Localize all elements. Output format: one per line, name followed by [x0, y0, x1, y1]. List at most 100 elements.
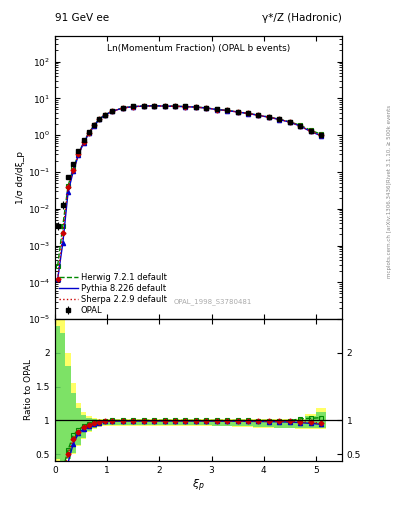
Herwig 7.2.1 default: [152, 102, 156, 109]
X-axis label: $\xi_p$: $\xi_p$: [192, 477, 205, 494]
Herwig 7.2.1 default: [66, 183, 70, 189]
Line: Pythia 8.226 default: Pythia 8.226 default: [58, 106, 321, 280]
Pythia 8.226 default: [76, 152, 81, 158]
Pythia 8.226 default: [141, 103, 146, 109]
Pythia 8.226 default: [81, 139, 86, 145]
Sherpa 2.2.9 default: [235, 109, 240, 115]
Herwig 7.2.1 default: [76, 151, 81, 157]
Herwig 7.2.1 default: [256, 112, 261, 118]
Sherpa 2.2.9 default: [298, 123, 303, 129]
Pythia 8.226 default: [246, 111, 250, 117]
Sherpa 2.2.9 default: [97, 116, 102, 122]
Sherpa 2.2.9 default: [287, 119, 292, 125]
Herwig 7.2.1 default: [55, 263, 60, 269]
Herwig 7.2.1 default: [121, 105, 125, 111]
Herwig 7.2.1 default: [298, 122, 303, 129]
Pythia 8.226 default: [131, 103, 136, 110]
Pythia 8.226 default: [298, 123, 303, 129]
Sherpa 2.2.9 default: [256, 112, 261, 118]
Y-axis label: Ratio to OPAL: Ratio to OPAL: [24, 359, 33, 420]
Pythia 8.226 default: [71, 168, 75, 174]
Pythia 8.226 default: [92, 122, 97, 129]
Sherpa 2.2.9 default: [55, 276, 60, 283]
Sherpa 2.2.9 default: [71, 166, 75, 173]
Sherpa 2.2.9 default: [92, 122, 97, 129]
Herwig 7.2.1 default: [131, 103, 136, 110]
Sherpa 2.2.9 default: [86, 130, 91, 136]
Legend: Herwig 7.2.1 default, Pythia 8.226 default, Sherpa 2.2.9 default, OPAL: Herwig 7.2.1 default, Pythia 8.226 defau…: [57, 271, 168, 316]
Herwig 7.2.1 default: [86, 130, 91, 136]
Herwig 7.2.1 default: [97, 116, 102, 122]
Herwig 7.2.1 default: [61, 222, 65, 228]
Sherpa 2.2.9 default: [162, 103, 167, 109]
Sherpa 2.2.9 default: [277, 116, 282, 122]
Sherpa 2.2.9 default: [81, 139, 86, 145]
Pythia 8.226 default: [121, 105, 125, 111]
Sherpa 2.2.9 default: [214, 106, 219, 113]
Text: OPAL_1998_S3780481: OPAL_1998_S3780481: [174, 298, 252, 305]
Sherpa 2.2.9 default: [193, 104, 198, 110]
Sherpa 2.2.9 default: [61, 230, 65, 236]
Pythia 8.226 default: [66, 189, 70, 196]
Herwig 7.2.1 default: [173, 103, 177, 109]
Sherpa 2.2.9 default: [204, 105, 209, 111]
Pythia 8.226 default: [86, 131, 91, 137]
Herwig 7.2.1 default: [193, 104, 198, 110]
Pythia 8.226 default: [193, 104, 198, 110]
Pythia 8.226 default: [308, 129, 313, 135]
Sherpa 2.2.9 default: [121, 105, 125, 111]
Herwig 7.2.1 default: [287, 119, 292, 125]
Pythia 8.226 default: [256, 112, 261, 118]
Herwig 7.2.1 default: [110, 108, 115, 114]
Pythia 8.226 default: [287, 119, 292, 125]
Y-axis label: 1/σ dσ/dξ_p: 1/σ dσ/dξ_p: [16, 151, 25, 204]
Sherpa 2.2.9 default: [76, 152, 81, 158]
Pythia 8.226 default: [266, 114, 271, 120]
Sherpa 2.2.9 default: [152, 103, 156, 109]
Pythia 8.226 default: [152, 103, 156, 109]
Pythia 8.226 default: [204, 105, 209, 111]
Herwig 7.2.1 default: [71, 165, 75, 172]
Herwig 7.2.1 default: [204, 105, 209, 111]
Herwig 7.2.1 default: [235, 109, 240, 115]
Pythia 8.226 default: [183, 103, 188, 110]
Pythia 8.226 default: [61, 240, 65, 246]
Herwig 7.2.1 default: [92, 122, 97, 129]
Herwig 7.2.1 default: [141, 103, 146, 109]
Pythia 8.226 default: [214, 106, 219, 113]
Pythia 8.226 default: [97, 116, 102, 122]
Sherpa 2.2.9 default: [110, 108, 115, 114]
Text: Rivet 3.1.10, ≥ 500k events: Rivet 3.1.10, ≥ 500k events: [387, 105, 392, 182]
Herwig 7.2.1 default: [162, 103, 167, 109]
Line: Herwig 7.2.1 default: Herwig 7.2.1 default: [58, 105, 321, 266]
Text: 91 GeV ee: 91 GeV ee: [55, 13, 109, 23]
Pythia 8.226 default: [173, 103, 177, 110]
Pythia 8.226 default: [55, 276, 60, 283]
Pythia 8.226 default: [319, 133, 323, 139]
Pythia 8.226 default: [235, 109, 240, 115]
Herwig 7.2.1 default: [319, 131, 323, 137]
Herwig 7.2.1 default: [308, 127, 313, 133]
Herwig 7.2.1 default: [266, 114, 271, 120]
Herwig 7.2.1 default: [225, 108, 230, 114]
Pythia 8.226 default: [110, 108, 115, 114]
Sherpa 2.2.9 default: [246, 111, 250, 117]
Herwig 7.2.1 default: [102, 112, 107, 118]
Pythia 8.226 default: [225, 108, 230, 114]
Sherpa 2.2.9 default: [102, 112, 107, 118]
Sherpa 2.2.9 default: [319, 133, 323, 139]
Herwig 7.2.1 default: [214, 106, 219, 113]
Pythia 8.226 default: [162, 103, 167, 109]
Sherpa 2.2.9 default: [225, 108, 230, 114]
Herwig 7.2.1 default: [183, 103, 188, 110]
Herwig 7.2.1 default: [277, 116, 282, 122]
Sherpa 2.2.9 default: [66, 184, 70, 190]
Line: Sherpa 2.2.9 default: Sherpa 2.2.9 default: [58, 106, 321, 280]
Sherpa 2.2.9 default: [308, 128, 313, 134]
Sherpa 2.2.9 default: [173, 103, 177, 110]
Pythia 8.226 default: [277, 116, 282, 122]
Herwig 7.2.1 default: [81, 139, 86, 145]
Text: mcplots.cern.ch [arXiv:1306.3436]: mcplots.cern.ch [arXiv:1306.3436]: [387, 183, 392, 278]
Sherpa 2.2.9 default: [131, 103, 136, 110]
Sherpa 2.2.9 default: [141, 103, 146, 109]
